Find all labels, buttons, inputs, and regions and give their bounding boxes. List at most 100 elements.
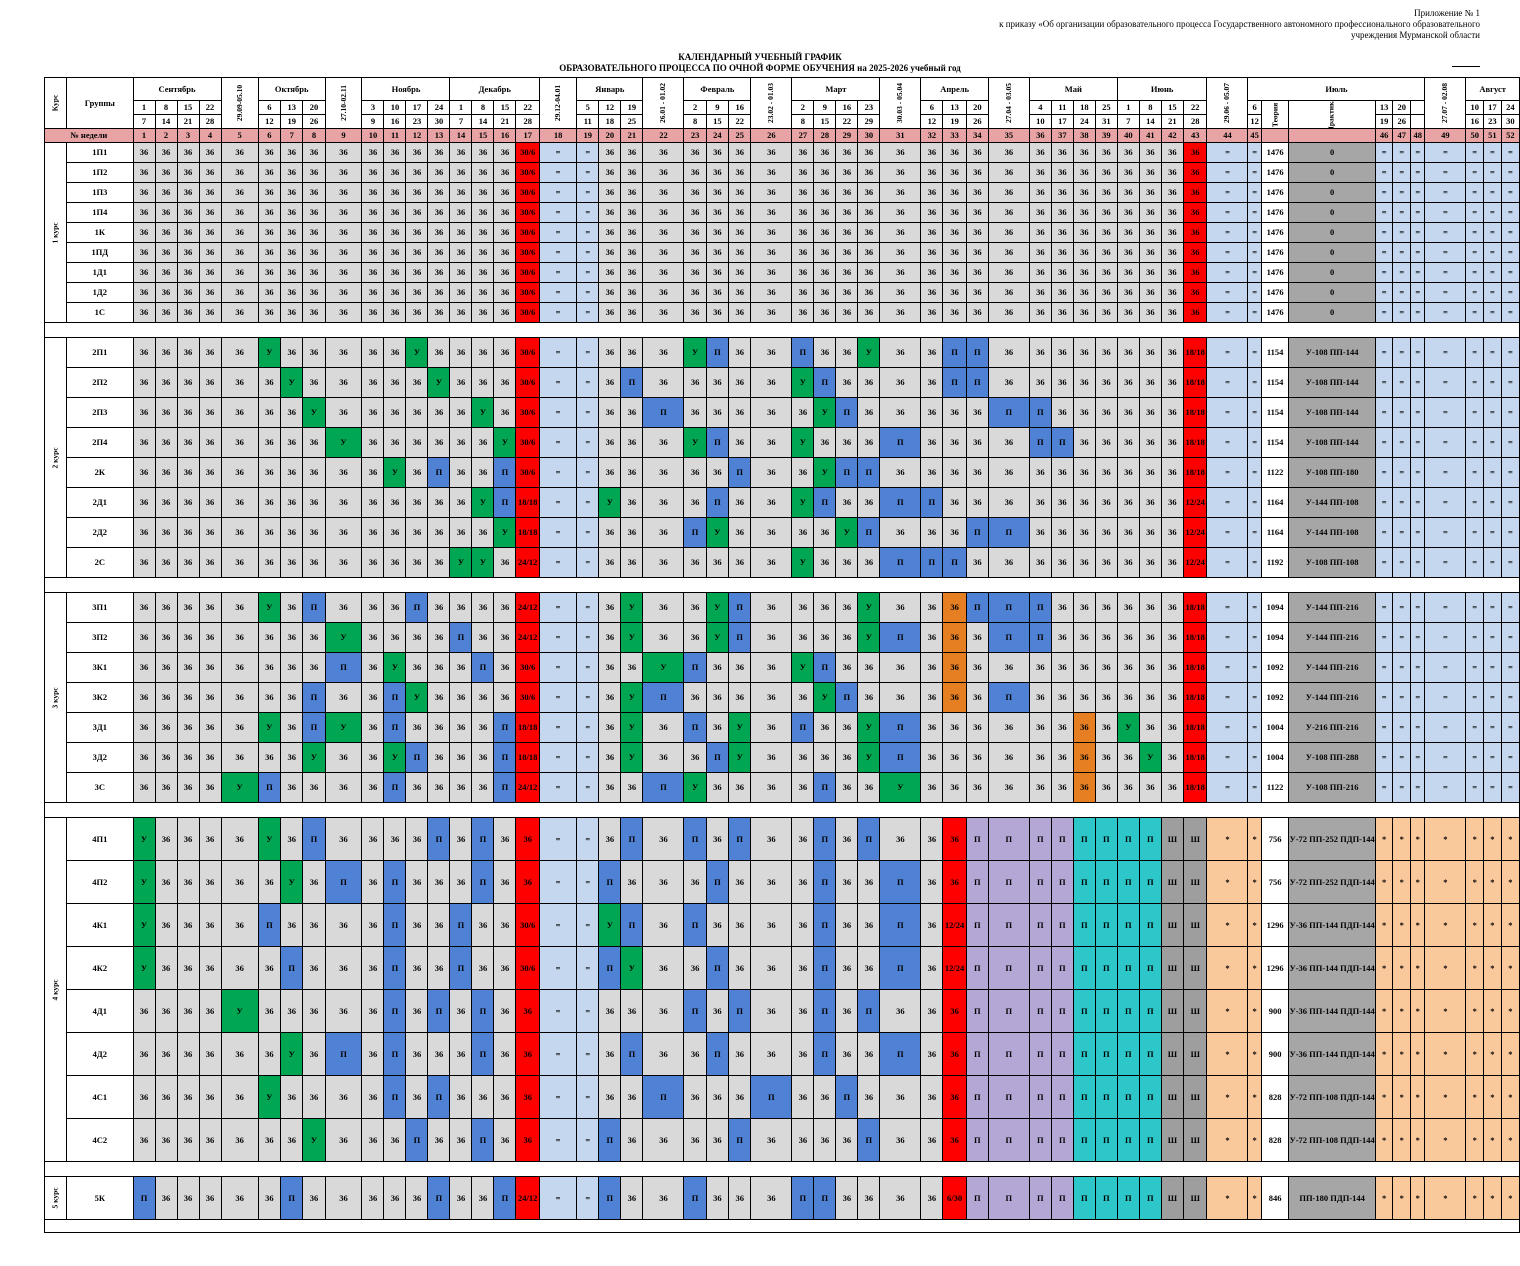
schedule-cell: 36: [176, 860, 200, 904]
schedule-cell: П: [857, 817, 881, 861]
schedule-cell: 36: [324, 1176, 363, 1220]
schedule-cell: =: [576, 860, 600, 904]
schedule-cell: П: [405, 592, 429, 623]
schedule-cell: =: [1247, 592, 1262, 623]
schedule-cell: 30/6: [515, 903, 540, 947]
schedule-cell: 36: [1094, 222, 1118, 243]
schedule-cell: П: [493, 487, 517, 518]
course-label: 2 курс: [43, 337, 68, 578]
schedule-cell: 36: [879, 302, 922, 323]
week-number: 50: [1465, 128, 1485, 143]
schedule-cell: П: [1094, 903, 1118, 947]
schedule-cell: 18/18: [1182, 682, 1208, 713]
schedule-cell: 36: [1116, 397, 1140, 428]
schedule-cell: 36: [620, 142, 644, 163]
summer-cell: *: [1410, 1176, 1426, 1220]
schedule-cell: 36: [220, 742, 259, 773]
schedule-cell: =: [576, 487, 600, 518]
schedule-cell: 36: [942, 1075, 967, 1119]
schedule-cell: 36: [1050, 397, 1074, 428]
schedule-cell: 36: [361, 142, 385, 163]
schedule-cell: 36: [220, 162, 259, 183]
schedule-cell: У: [302, 1118, 326, 1162]
summer-cell: =: [1483, 682, 1502, 713]
schedule-cell: П: [1072, 1176, 1096, 1220]
summer-cell: =: [1424, 427, 1467, 458]
schedule-cell: П: [942, 337, 967, 368]
schedule-cell: П: [813, 1032, 837, 1076]
schedule-cell: 36: [220, 1032, 259, 1076]
schedule-cell: П: [879, 622, 922, 653]
schedule-cell: 36: [493, 142, 517, 163]
schedule-cell: 36: [835, 903, 859, 947]
schedule-cell: П: [1116, 1176, 1140, 1220]
schedule-cell: =: [576, 162, 600, 183]
practice-hours: У-108 ПП-288: [1288, 742, 1376, 773]
schedule-cell: 36: [427, 547, 451, 578]
schedule-cell: =: [1247, 182, 1262, 203]
schedule-cell: 36: [1094, 547, 1118, 578]
schedule-cell: 36: [220, 367, 259, 398]
schedule-cell: П: [683, 1176, 707, 1220]
schedule-cell: 36: [515, 1118, 540, 1162]
course-label: 4 курс: [43, 817, 68, 1162]
schedule-cell: П: [1072, 946, 1096, 990]
summer-cell: =: [1483, 202, 1502, 223]
summer-cell: =: [1374, 337, 1394, 368]
schedule-cell: 36: [879, 682, 922, 713]
group-name: 2П3: [66, 397, 134, 428]
schedule-cell: П: [965, 903, 989, 947]
schedule-cell: 36: [176, 457, 200, 488]
schedule-cell: 36: [920, 1118, 944, 1162]
theory-hours: 1476: [1260, 262, 1290, 283]
schedule-cell: 36: [942, 142, 967, 163]
schedule-cell: 36: [198, 427, 222, 458]
summer-cell: =: [1410, 622, 1426, 653]
schedule-cell: 36: [705, 182, 730, 203]
group-name: 2С: [66, 547, 134, 578]
schedule-cell: 18/18: [1182, 592, 1208, 623]
schedule-cell: П: [987, 989, 1030, 1033]
schedule-cell: 36: [280, 427, 304, 458]
schedule-cell: У: [220, 989, 259, 1033]
schedule-cell: 36: [405, 622, 429, 653]
week-number: 12: [405, 128, 429, 143]
schedule-cell: У: [620, 946, 644, 990]
schedule-cell: 36: [835, 367, 859, 398]
schedule-cell: 36: [220, 860, 259, 904]
schedule-cell: 36: [405, 397, 429, 428]
schedule-cell: 36: [987, 202, 1030, 223]
schedule-cell: У: [471, 487, 495, 518]
week-end-day: 7: [449, 114, 473, 129]
schedule-cell: 36: [280, 547, 304, 578]
schedule-cell: П: [857, 989, 881, 1033]
schedule-cell: 36: [361, 367, 385, 398]
schedule-cell: 36: [705, 772, 730, 803]
schedule-cell: 36: [987, 742, 1030, 773]
schedule-cell: 36: [987, 142, 1030, 163]
schedule-cell: =: [1206, 592, 1249, 623]
summer-cell: =: [1465, 457, 1485, 488]
practice-hours: 0: [1288, 242, 1376, 263]
group-name: 2П1: [66, 337, 134, 368]
schedule-cell: 36: [598, 182, 622, 203]
schedule-cell: П: [449, 903, 473, 947]
schedule-cell: 36: [361, 547, 385, 578]
summer-cell: =: [1374, 712, 1394, 743]
month-header: Июль: [1247, 77, 1426, 101]
period-header: 30.03 - 05.04: [879, 77, 922, 129]
schedule-cell: П: [1028, 817, 1052, 861]
week-start-day: 18: [1072, 100, 1096, 115]
schedule-cell: 36: [220, 222, 259, 243]
schedule-cell: 36: [965, 182, 989, 203]
theory-hours: 1192: [1260, 547, 1290, 578]
schedule-cell: 36: [405, 487, 429, 518]
schedule-cell: 36: [132, 1118, 156, 1162]
schedule-cell: 36: [302, 547, 326, 578]
schedule-cell: 36: [1094, 652, 1118, 683]
summer-cell: =: [1483, 222, 1502, 243]
schedule-cell: 36: [987, 487, 1030, 518]
schedule-cell: 36: [449, 517, 473, 548]
summer-cell: =: [1483, 457, 1502, 488]
schedule-cell: 36: [302, 427, 326, 458]
